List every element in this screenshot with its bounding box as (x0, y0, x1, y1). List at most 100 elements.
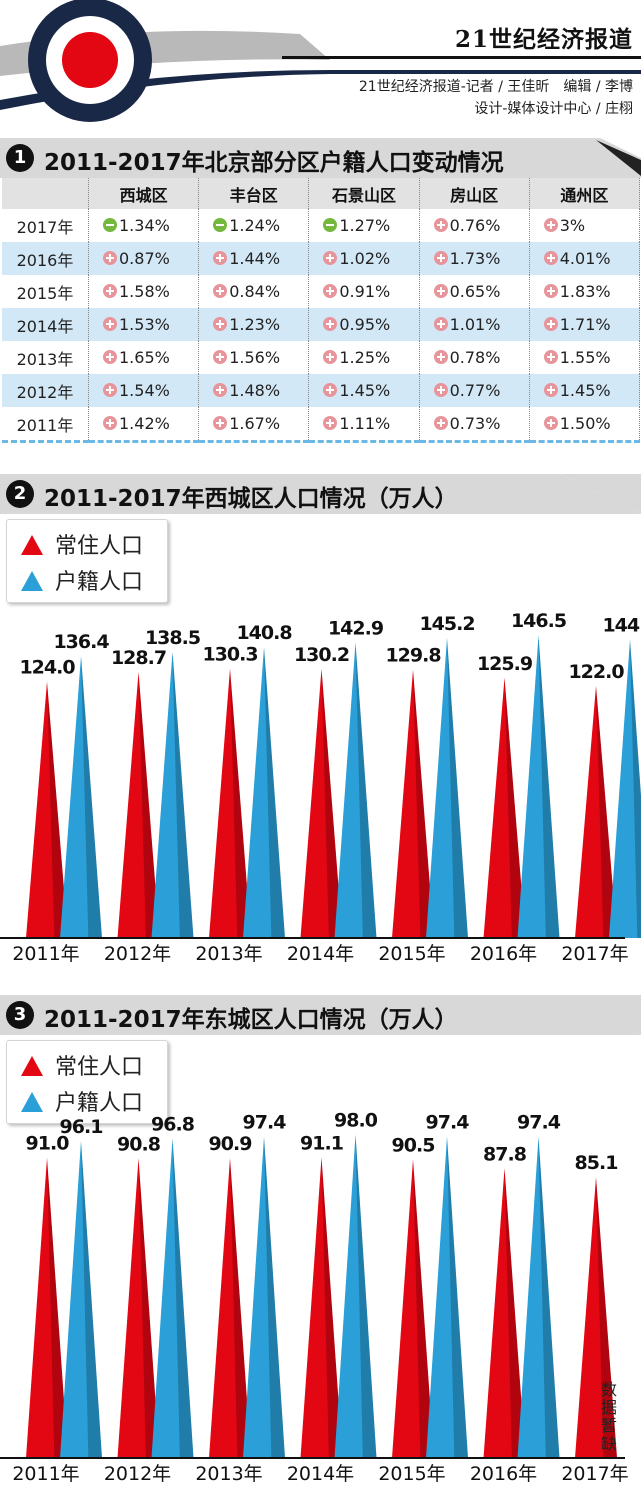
table-row: 2017年 1.34% 1.24% 1.27% 0.76% 3% (2, 209, 641, 242)
change-cell: 1.50% (529, 407, 641, 443)
table-header-row: 西城区 丰台区 石景山区 房山区 通州区 (2, 178, 641, 209)
plus-icon (543, 218, 558, 232)
resident-bar (575, 685, 617, 938)
change-value: 1.27% (339, 216, 391, 235)
change-value: 0.65% (449, 282, 501, 301)
x-tick-label: 2013年 (195, 943, 262, 965)
blue-triangle-icon (21, 571, 43, 591)
plus-icon (213, 251, 228, 265)
bar-shade (447, 1136, 468, 1458)
change-value: 1.56% (229, 348, 281, 367)
registered-bar (60, 656, 102, 938)
change-cell: 0.95% (308, 308, 420, 341)
change-cell: 1.56% (198, 341, 310, 374)
change-cell: 1.48% (198, 374, 310, 407)
legend-registered: 户籍人口 (21, 1085, 143, 1117)
plus-icon (543, 416, 558, 430)
plus-icon (213, 383, 228, 397)
change-cell: 1.65% (88, 341, 200, 374)
change-value: 1.01% (449, 315, 501, 334)
row-year: 2016年 (2, 242, 89, 275)
registered-bar (334, 642, 377, 938)
registered-bar (426, 637, 468, 938)
change-cell: 0.73% (419, 407, 530, 443)
data-label: 90.5 (392, 1134, 435, 1156)
change-cell: 1.24% (198, 209, 310, 242)
change-cell: 1.53% (88, 308, 200, 341)
plus-icon (543, 284, 558, 298)
change-value: 1.24% (229, 216, 281, 235)
change-value: 1.23% (229, 315, 281, 334)
table-row: 2015年 1.58% 0.84% 0.91% 0.65% 1.83% (2, 275, 641, 308)
data-label: 90.8 (117, 1133, 161, 1155)
row-year: 2011年 (2, 407, 89, 443)
table-row: 2011年 1.42% 1.67% 1.11% 0.73% 1.50% (2, 407, 641, 443)
change-cell: 1.02% (308, 242, 420, 275)
resident-bar (209, 668, 251, 938)
row-year: 2012年 (2, 374, 89, 407)
data-label: 85.1 (575, 1152, 618, 1174)
change-value: 0.87% (119, 249, 170, 268)
plus-icon (213, 284, 228, 298)
minus-icon (103, 218, 117, 232)
change-value: 1.65% (119, 348, 170, 367)
section-2-header: 2 2011-2017年西城区人口情况（万人） (0, 474, 641, 514)
plus-icon (323, 350, 338, 364)
change-value: 0.91% (339, 282, 391, 301)
data-label: 122.0 (568, 661, 624, 683)
x-tick-label: 2014年 (287, 1463, 354, 1485)
change-cell: 0.76% (419, 209, 530, 242)
x-tick-label: 2012年 (104, 1463, 171, 1485)
minus-icon (213, 218, 228, 232)
registered-bar (243, 1136, 285, 1458)
resident-bar (575, 1177, 617, 1458)
change-cell: 3% (529, 209, 641, 242)
section-3-title: 2011-2017年东城区人口情况（万人） (44, 1007, 458, 1033)
data-label: 90.9 (209, 1133, 252, 1155)
plus-icon (543, 350, 558, 364)
bar-shade (81, 656, 102, 938)
data-label: 98.0 (334, 1110, 378, 1132)
data-label: 128.7 (111, 647, 166, 669)
change-value: 1.50% (559, 414, 611, 433)
red-triangle-icon (21, 1056, 43, 1076)
resident-bar (117, 672, 160, 938)
table-column-header: 丰台区 (198, 178, 310, 209)
change-cell: 1.27% (308, 209, 420, 242)
data-label: 125.9 (477, 653, 532, 675)
registered-bar (426, 1136, 468, 1458)
row-year: 2013年 (2, 341, 89, 374)
bar-shade (47, 1157, 68, 1458)
data-label: 96.8 (151, 1114, 195, 1136)
data-label: 97.4 (426, 1112, 470, 1134)
plus-icon (323, 317, 338, 331)
data-label: 130.3 (202, 644, 257, 666)
change-value: 1.71% (559, 315, 611, 334)
byline-design: 设计-媒体设计中心 / 庄栩 (474, 101, 633, 117)
registered-bar (334, 1134, 377, 1458)
bar-shade (447, 637, 468, 938)
data-label: 91.1 (300, 1132, 343, 1154)
change-cell: 1.45% (308, 374, 420, 407)
change-value: 1.58% (119, 282, 170, 301)
change-value: 1.45% (339, 381, 391, 400)
table-column-header: 通州区 (529, 178, 641, 209)
x-tick-label: 2015年 (378, 1463, 445, 1485)
change-cell: 4.01% (529, 242, 641, 275)
red-triangle-icon (21, 535, 43, 555)
change-value: 1.34% (119, 216, 170, 235)
bar-shade (230, 668, 251, 938)
data-label: 144.5 (602, 614, 641, 636)
data-label: 129.8 (385, 645, 441, 667)
resident-bar (392, 1159, 434, 1458)
change-value: 1.44% (229, 249, 281, 268)
plus-icon (323, 251, 338, 265)
data-label: 97.4 (243, 1112, 287, 1134)
x-tick-label: 2011年 (12, 943, 79, 965)
bar-shade (264, 1136, 285, 1458)
chart1-legend: 常住人口 户籍人口 (6, 519, 168, 603)
plus-icon (213, 350, 228, 364)
resident-bar (26, 681, 68, 938)
change-value: 0.76% (449, 216, 501, 235)
